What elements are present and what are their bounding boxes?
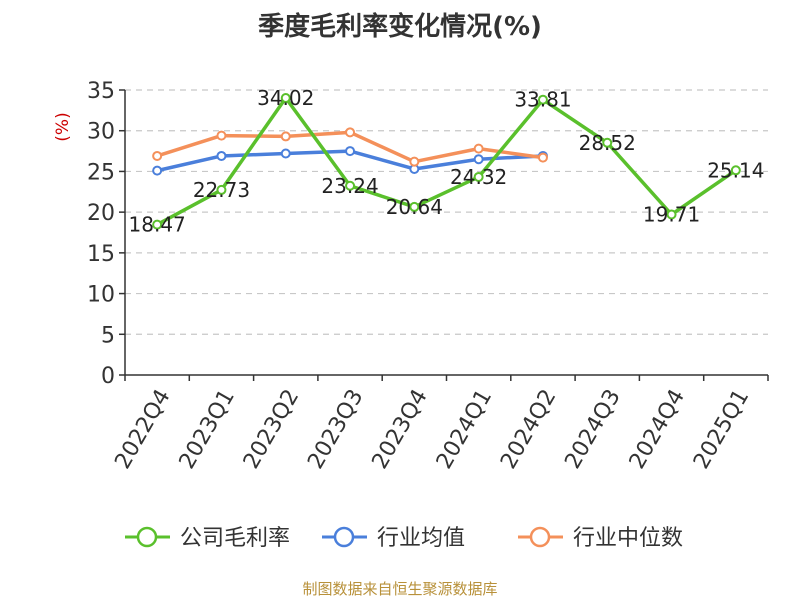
data-label: 28.52 (579, 131, 636, 155)
y-tick-label: 20 (87, 201, 115, 226)
data-point (216, 184, 227, 195)
y-tick-label: 5 (101, 323, 115, 348)
data-point (152, 165, 163, 176)
data-point (602, 137, 613, 148)
x-tick-label: 2024Q1 (432, 385, 497, 473)
data-point (537, 94, 548, 105)
y-tick-label: 15 (87, 242, 115, 267)
y-tick-label: 0 (101, 364, 115, 389)
data-label: 19.71 (643, 203, 700, 227)
y-tick-label: 25 (87, 160, 115, 185)
x-tick-label: 2023Q1 (175, 385, 240, 473)
data-point (345, 127, 356, 138)
data-labels: 18.47 22.73 34.02 23.24 20.64 24.32 33.81 28.52… (129, 86, 765, 237)
data-point (409, 156, 420, 167)
data-point (216, 130, 227, 141)
data-point (345, 146, 356, 157)
chart-title: 季度毛利率变化情况(%) (258, 12, 542, 42)
legend-swatch-marker (529, 526, 551, 548)
data-point (216, 150, 227, 161)
x-tick-label: 2023Q4 (368, 385, 433, 473)
legend-swatch-marker (333, 526, 355, 548)
data-label: 24.32 (450, 165, 507, 189)
series-layer (152, 92, 741, 230)
source-note: 制图数据来自恒生聚源数据库 (302, 580, 498, 598)
y-tick-label: 35 (87, 79, 115, 104)
legend-label: 行业中位数 (573, 526, 683, 551)
x-tick-label: 2023Q2 (239, 385, 304, 473)
axes: 051015202530352022Q42023Q12023Q22023Q320… (87, 79, 769, 473)
y-tick-label: 10 (87, 283, 115, 308)
legend-label: 公司毛利率 (180, 526, 290, 551)
x-tick-label: 2025Q1 (689, 385, 754, 473)
data-point (280, 131, 291, 142)
data-label: 18.47 (129, 213, 186, 237)
data-point (280, 148, 291, 159)
x-tick-label: 2024Q2 (496, 385, 561, 473)
data-point (345, 180, 356, 191)
data-label: 34.02 (257, 86, 314, 110)
x-tick-label: 2024Q4 (625, 385, 690, 473)
y-axis-label: (%) (53, 112, 73, 141)
x-tick-label: 2023Q3 (303, 385, 368, 473)
data-point (152, 150, 163, 161)
grid-lines (125, 89, 768, 335)
legend: 公司毛利率 行业均值 行业中位数 (125, 526, 683, 551)
y-tick-label: 30 (87, 120, 115, 145)
x-tick-label: 2022Q4 (110, 385, 175, 473)
legend-label: 行业均值 (377, 526, 465, 551)
data-label: 22.73 (193, 178, 250, 202)
data-point (280, 92, 291, 103)
data-label: 33.81 (514, 88, 571, 112)
x-tick-label: 2024Q3 (560, 385, 625, 473)
data-point (730, 165, 741, 176)
data-point (473, 171, 484, 182)
data-label: 20.64 (386, 195, 443, 219)
data-point (666, 209, 677, 220)
data-label: 23.24 (321, 174, 378, 198)
data-point (537, 152, 548, 163)
legend-swatch-marker (136, 526, 158, 548)
data-label: 25.14 (707, 158, 764, 182)
series-line (156, 96, 737, 227)
data-point (473, 154, 484, 165)
data-point (152, 219, 163, 230)
data-point (409, 201, 420, 212)
data-point (473, 143, 484, 154)
